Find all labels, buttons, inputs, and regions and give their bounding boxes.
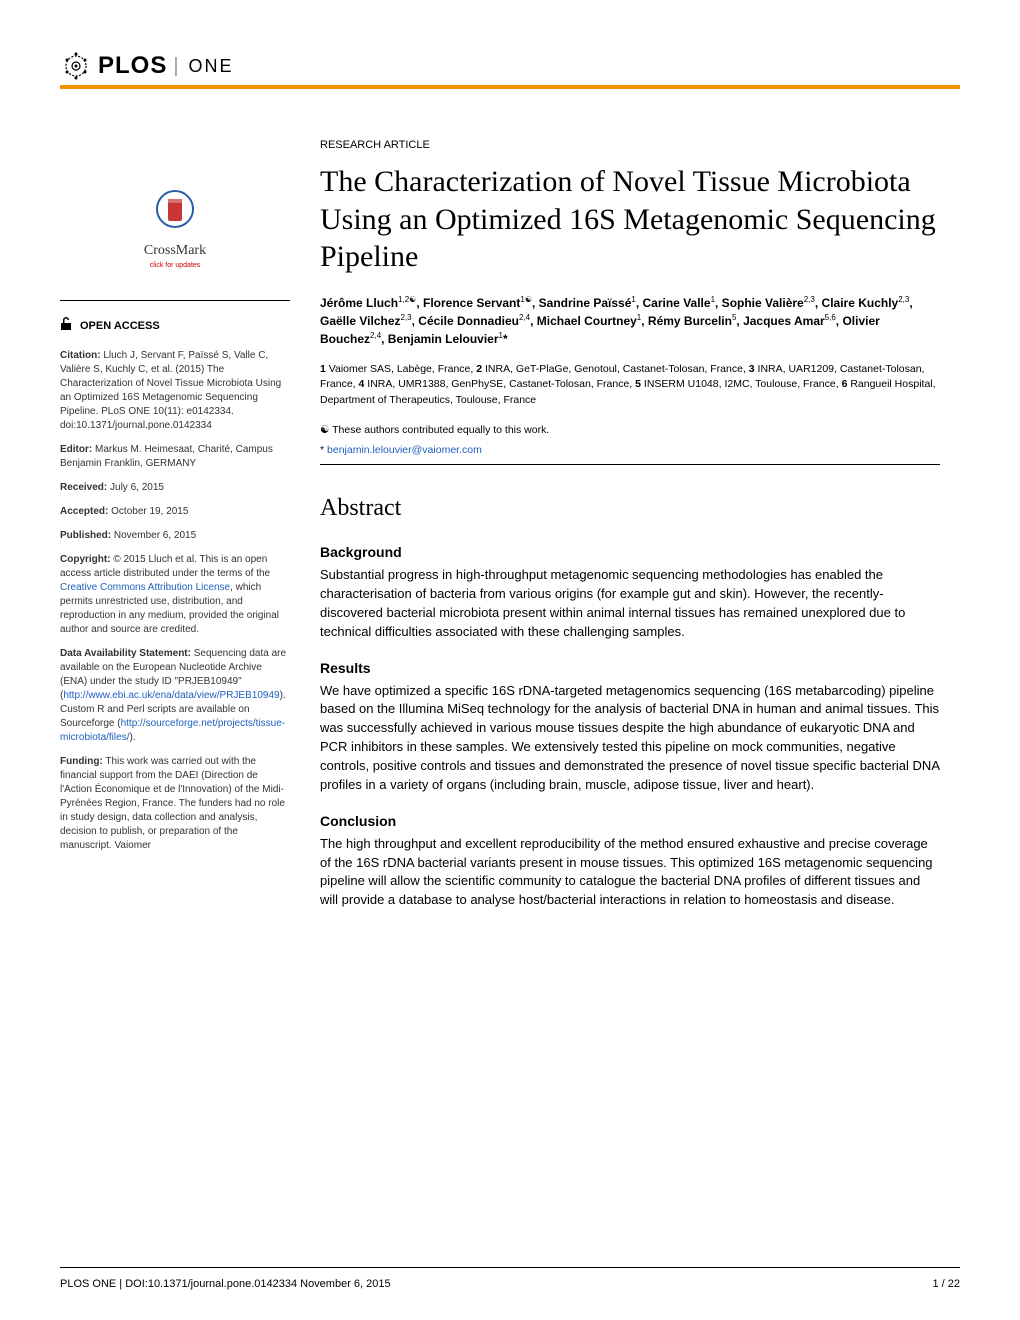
copyright-section: Copyright: © 2015 Lluch et al. This is a… [60,553,290,637]
article-main: RESEARCH ARTICLE The Characterization of… [320,139,940,928]
page-header: PLOS | ONE [60,50,960,82]
footer-citation: PLOS ONE | DOI:10.1371/journal.pone.0142… [60,1278,391,1290]
lock-open-icon [60,316,74,337]
abstract-background-text: Substantial progress in high-throughput … [320,566,940,641]
journal-name-suffix: ONE [189,56,234,77]
ena-link[interactable]: http://www.ebi.ac.uk/ena/data/view/PRJEB… [63,690,279,701]
page-content: CrossMark click for updates OPEN ACCESS … [60,139,960,928]
received-section: Received: July 6, 2015 [60,481,290,495]
abstract-background-heading: Background [320,544,940,560]
published-section: Published: November 6, 2015 [60,529,290,543]
article-type: RESEARCH ARTICLE [320,139,940,151]
header-divider [60,85,960,89]
sidebar: CrossMark click for updates OPEN ACCESS … [60,139,290,928]
plos-icon [60,50,92,82]
abstract-conclusion-text: The high throughput and excellent reprod… [320,835,940,910]
open-access-label: OPEN ACCESS [80,319,160,334]
abstract-results-text: We have optimized a specific 16S rDNA-ta… [320,682,940,795]
crossmark-icon [155,189,195,237]
article-divider [320,464,940,465]
journal-name-prefix: PLOS [98,52,167,80]
editor-section: Editor: Markus M. Heimesaat, Charité, Ca… [60,443,290,471]
cc-license-link[interactable]: Creative Commons Attribution License [60,582,230,593]
equal-contribution-note: ☯ These authors contributed equally to t… [320,423,940,439]
article-title: The Characterization of Novel Tissue Mic… [320,163,940,276]
accepted-section: Accepted: October 19, 2015 [60,505,290,519]
sidebar-divider [60,300,290,301]
abstract-heading: Abstract [320,495,940,522]
author-list: Jérôme Lluch1,2☯, Florence Servant1☯, Sa… [320,294,940,348]
page-footer: PLOS ONE | DOI:10.1371/journal.pone.0142… [60,1267,960,1290]
citation-section: Citation: Lluch J, Servant F, Païssé S, … [60,349,290,433]
crossmark-sublabel: click for updates [60,261,290,271]
data-availability-section: Data Availability Statement: Sequencing … [60,647,290,745]
journal-logo: PLOS | ONE [60,50,234,82]
open-access-badge: OPEN ACCESS [60,316,290,337]
crossmark-widget[interactable]: CrossMark click for updates [60,189,290,270]
abstract-results-heading: Results [320,660,940,676]
abstract-conclusion-heading: Conclusion [320,813,940,829]
funding-section: Funding: This work was carried out with … [60,755,290,853]
correspondence-email[interactable]: benjamin.lelouvier@vaiomer.com [327,444,482,456]
page-number: 1 / 22 [932,1278,960,1290]
correspondence: * benjamin.lelouvier@vaiomer.com [320,443,940,459]
affiliations: 1 Vaiomer SAS, Labège, France, 2 INRA, G… [320,362,940,409]
crossmark-label: CrossMark [60,241,290,261]
